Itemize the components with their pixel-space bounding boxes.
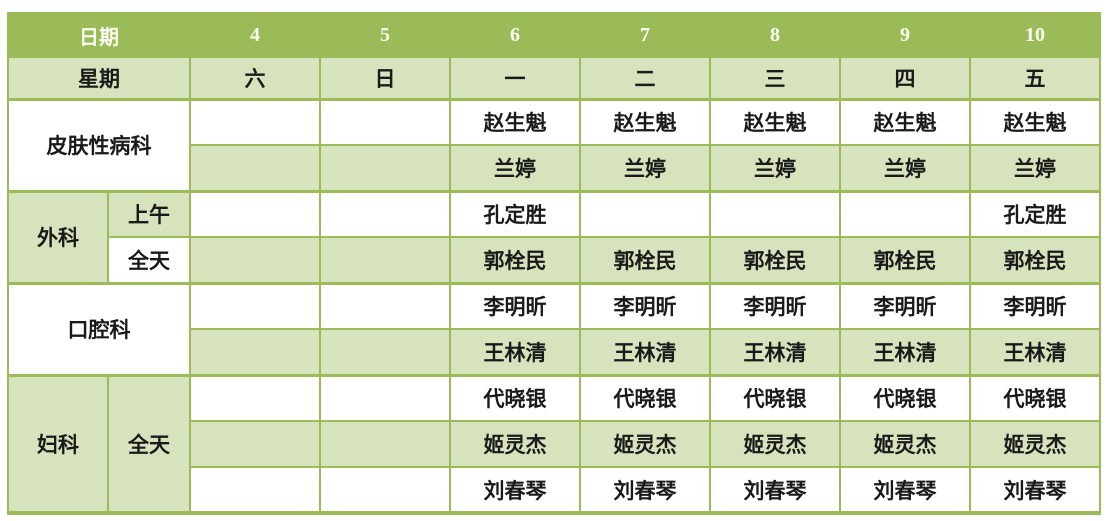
schedule-cell [319, 97, 451, 146]
weekday-cell: 六 [189, 56, 321, 100]
date-cell: 10 [969, 12, 1101, 58]
date-cell: 7 [579, 12, 711, 58]
date-cell: 5 [319, 12, 451, 58]
table-row: 口腔科 李明昕 李明昕 李明昕 李明昕 李明昕 [7, 281, 1101, 376]
schedule-cell: 刘春琴 [969, 466, 1101, 514]
schedule-cell: 兰婷 [969, 144, 1101, 192]
schedule-cell [319, 373, 451, 422]
duty-schedule-table: 日期 4 5 6 7 8 9 10 星期 六 日 一 二 三 四 五 皮肤性病科… [7, 12, 1101, 515]
dept-gynecology-cell: 妇科 [7, 373, 109, 514]
table-row: 王林清 王林清 王林清 王林清 王林清 [8, 328, 1101, 376]
schedule-cell: 王林清 [709, 328, 841, 376]
schedule-cell: 赵生魁 [709, 97, 841, 146]
schedule-cell: 王林清 [969, 328, 1101, 376]
schedule-cell: 刘春琴 [839, 466, 971, 514]
weekday-cell: 三 [709, 56, 841, 100]
period-allday-gyn-cell: 全天 [107, 373, 191, 514]
date-cell: 6 [449, 12, 581, 58]
table-row: 妇科 全天 代晓银 代晓银 代晓银 代晓银 代晓银 [7, 373, 1101, 514]
schedule-cell: 刘春琴 [709, 466, 841, 514]
schedule-cell [839, 189, 971, 238]
weekday-header-row: 星期 六 日 一 二 三 四 五 [7, 56, 1101, 100]
schedule-cell [189, 97, 321, 146]
period-allday-cell: 全天 [107, 236, 191, 284]
schedule-cell [319, 466, 451, 514]
schedule-cell: 李明昕 [709, 281, 841, 330]
schedule-cell: 赵生魁 [969, 97, 1101, 146]
week-label-cell: 星期 [7, 56, 191, 100]
schedule-cell [319, 420, 451, 468]
period-morning-cell: 上午 [107, 189, 191, 238]
schedule-cell [189, 281, 321, 330]
schedule-cell: 李明昕 [579, 281, 711, 330]
schedule-cell: 代晓银 [579, 373, 711, 422]
schedule-cell: 王林清 [449, 328, 581, 376]
table-row: 兰婷 兰婷 兰婷 兰婷 兰婷 [8, 144, 1101, 192]
schedule-cell: 郭栓民 [709, 236, 841, 284]
schedule-cell [189, 420, 321, 468]
schedule-cell: 王林清 [839, 328, 971, 376]
schedule-cell: 王林清 [579, 328, 711, 376]
date-cell: 8 [709, 12, 841, 58]
schedule-cell: 兰婷 [709, 144, 841, 192]
table-row: 全天 郭栓民 郭栓民 郭栓民 郭栓民 郭栓民 [8, 236, 1101, 284]
schedule-cell [709, 189, 841, 238]
dept-surgery-cell: 外科 [7, 189, 109, 284]
schedule-cell: 刘春琴 [449, 466, 581, 514]
schedule-cell: 郭栓民 [449, 236, 581, 284]
schedule-cell: 兰婷 [579, 144, 711, 192]
dept-dental-cell: 口腔科 [7, 281, 191, 376]
schedule-cell: 赵生魁 [579, 97, 711, 146]
schedule-cell [189, 144, 321, 192]
schedule-cell: 孔定胜 [449, 189, 581, 238]
table-row: 皮肤性病科 赵生魁 赵生魁 赵生魁 赵生魁 赵生魁 [7, 97, 1101, 192]
date-label-cell: 日期 [7, 12, 191, 58]
schedule-cell [189, 466, 321, 514]
weekday-cell: 一 [449, 56, 581, 100]
schedule-cell: 李明昕 [449, 281, 581, 330]
schedule-cell: 李明昕 [839, 281, 971, 330]
schedule-cell: 代晓银 [969, 373, 1101, 422]
schedule-cell: 代晓银 [709, 373, 841, 422]
schedule-cell [189, 189, 321, 238]
schedule-cell: 代晓银 [839, 373, 971, 422]
schedule-cell: 赵生魁 [839, 97, 971, 146]
schedule-cell [319, 328, 451, 376]
table-row: 姬灵杰 姬灵杰 姬灵杰 姬灵杰 姬灵杰 [8, 420, 1101, 468]
table-row: 外科 上午 孔定胜 孔定胜 [7, 189, 1101, 284]
schedule-cell: 孔定胜 [969, 189, 1101, 238]
date-header-row: 日期 4 5 6 7 8 9 10 [7, 12, 1101, 58]
schedule-cell [319, 189, 451, 238]
weekday-cell: 五 [969, 56, 1101, 100]
schedule-cell: 姬灵杰 [579, 420, 711, 468]
schedule-cell [189, 328, 321, 376]
schedule-cell: 代晓银 [449, 373, 581, 422]
schedule-cell: 兰婷 [449, 144, 581, 192]
schedule-cell: 刘春琴 [579, 466, 711, 514]
schedule-cell: 姬灵杰 [449, 420, 581, 468]
schedule-cell [319, 144, 451, 192]
weekday-cell: 二 [579, 56, 711, 100]
schedule-cell: 姬灵杰 [709, 420, 841, 468]
schedule-cell: 李明昕 [969, 281, 1101, 330]
schedule-cell [189, 373, 321, 422]
schedule-cell [319, 236, 451, 284]
date-cell: 4 [189, 12, 321, 58]
schedule-cell: 郭栓民 [579, 236, 711, 284]
schedule-cell: 姬灵杰 [839, 420, 971, 468]
schedule-cell: 赵生魁 [449, 97, 581, 146]
schedule-cell [319, 281, 451, 330]
date-cell: 9 [839, 12, 971, 58]
weekday-cell: 四 [839, 56, 971, 100]
schedule-cell [579, 189, 711, 238]
schedule-cell: 兰婷 [839, 144, 971, 192]
schedule-cell: 郭栓民 [969, 236, 1101, 284]
table-row: 刘春琴 刘春琴 刘春琴 刘春琴 刘春琴 [8, 466, 1101, 514]
schedule-cell: 郭栓民 [839, 236, 971, 284]
schedule-cell [189, 236, 321, 284]
schedule-cell: 姬灵杰 [969, 420, 1101, 468]
dept-dermatology-cell: 皮肤性病科 [7, 97, 191, 192]
weekday-cell: 日 [319, 56, 451, 100]
